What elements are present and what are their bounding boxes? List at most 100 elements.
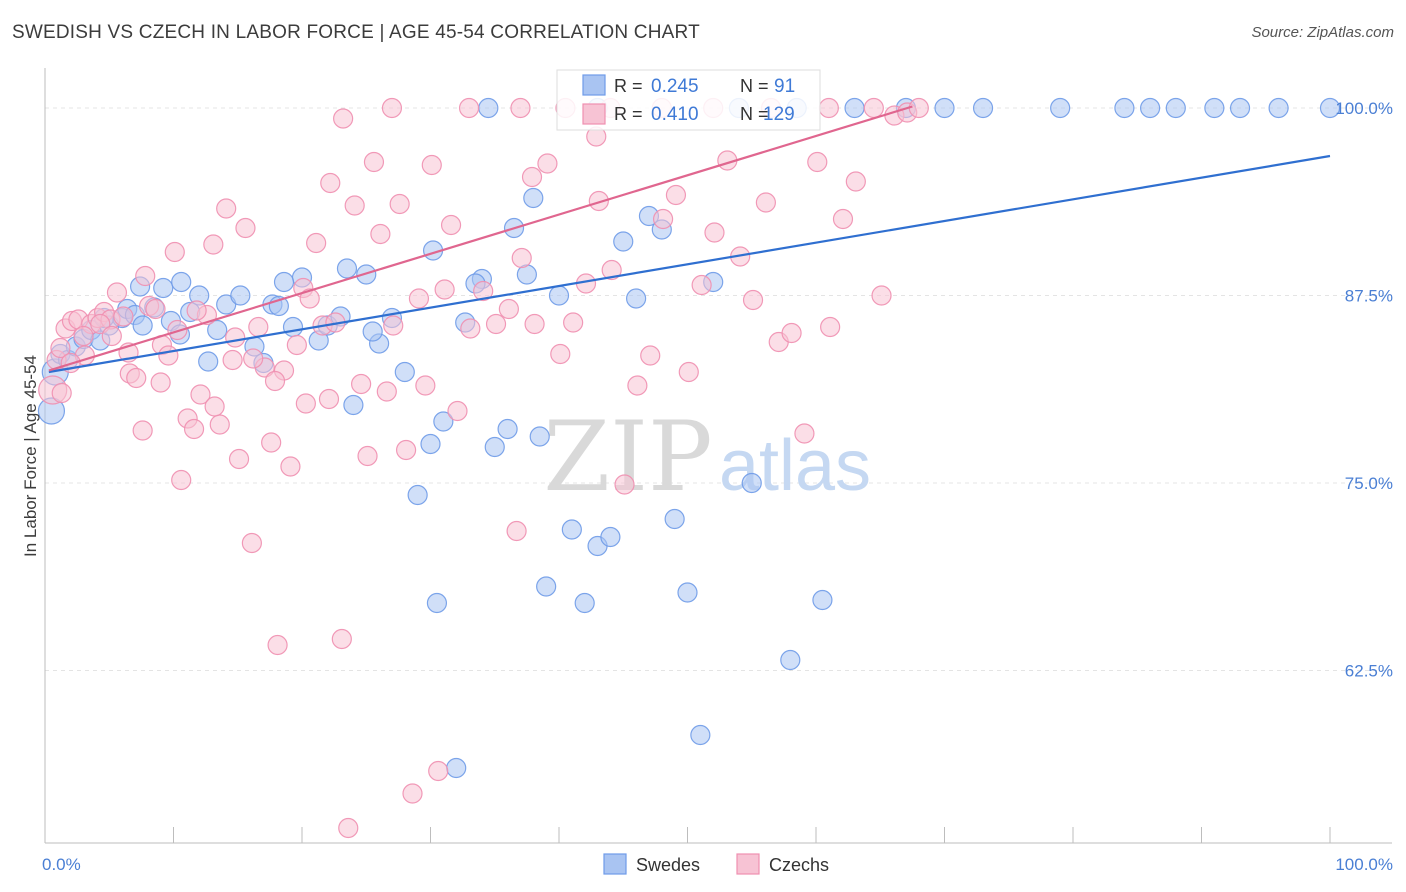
swedes-point [1165,97,1186,119]
czechs-point [351,373,372,395]
czechs-point [145,298,166,320]
czechs-point [320,172,341,194]
swedes-point [690,724,711,746]
czechs-point [832,208,854,230]
swedes-point [613,231,634,252]
czechs-point [158,345,179,366]
czechs-point [428,760,449,782]
swedes-point [523,187,544,209]
czechs-point [510,97,531,119]
czechs-point [51,382,72,404]
czechs-point [248,316,269,338]
x-tick-labels: 0.0% 100.0% [42,855,1393,874]
czechs-point [408,288,430,309]
swedes-point [207,319,228,341]
y-tick-label: 75.0% [1345,474,1393,493]
legend-swedes-label: Swedes [636,855,700,875]
czechs-point [415,375,436,396]
swedes-point [1139,97,1161,119]
swedes-point [1229,97,1251,119]
czechs-point [306,232,327,254]
swedes-point [484,436,505,458]
czechs-point [395,439,417,461]
swedes-point [561,519,582,540]
czechs-point [588,190,609,212]
legend-swedes-swatch [603,853,627,875]
czechs-r-value: 0.410 [651,104,699,125]
swedes-point [812,589,833,611]
czechs-point [421,154,442,176]
swedes-point [972,97,994,119]
czechs-point [106,282,128,303]
swedes-point [198,351,219,372]
czechs-point [640,345,661,366]
swedes-point [844,97,865,119]
czechs-r-label: R = [614,104,643,124]
czechs-point [228,448,250,470]
swedes-r-value: 0.245 [651,76,699,97]
czechs-n-label: N = [740,104,769,124]
swedes-point [153,277,174,299]
czechs-point [652,208,674,230]
czechs-point [338,817,359,839]
czechs-point [204,396,225,417]
czechs-point [485,313,507,335]
swedes-point [625,288,647,309]
swedes-point [1204,97,1225,119]
czechs-point [440,214,462,236]
czechs-point [601,259,622,281]
czechs-point [132,420,153,441]
swedes-point [536,576,557,597]
stats-legend: R = 0.245 N = 91 R = 0.410 N = 129 [556,69,821,131]
swedes-point [426,592,448,614]
czechs-point [167,319,188,341]
czechs-point [241,532,262,554]
czechs-point [447,400,468,422]
czechs-point [171,469,192,491]
czechs-point [511,247,532,269]
swedes-n-label: N = [740,76,769,96]
czechs-point [286,334,307,356]
czechs-point [389,193,410,215]
chart-title: SWEDISH VS CZECH IN LABOR FORCE | AGE 45… [12,22,700,43]
swedes-point [677,582,698,603]
swedes-point [1319,97,1341,119]
trend-lines [48,105,1331,374]
czechs-point [222,349,243,371]
grid-lines [45,107,1392,671]
czechs-point [704,222,725,243]
czechs-point [135,265,156,287]
czechs-point [150,372,171,393]
czechs-point [376,381,397,402]
czechs-point [113,306,134,327]
czechs-point [370,223,391,245]
czechs-point [521,166,543,188]
czechs-point [331,628,352,650]
czechs-point [333,108,354,129]
swedes-point [1050,97,1071,119]
czechs-point [225,327,246,348]
czechs-point [203,234,224,255]
swedes-point [529,426,550,447]
czechs-point [742,289,764,311]
czechs-n-value: 129 [763,104,795,125]
y-tick-label: 100.0% [1335,99,1393,118]
swedes-point [1114,97,1135,119]
czechs-point [216,198,237,219]
swedes-point [362,321,383,342]
czechs-point [235,217,256,239]
swedes-point [336,258,358,279]
swedes-point [574,592,595,614]
legend-czechs-swatch [736,853,760,875]
czechs-point [261,432,282,453]
swedes-point [446,757,467,779]
watermark-atlas: atlas [719,426,871,506]
czechs-point [863,97,884,119]
swedes-point [664,508,685,530]
czechs-point [678,361,699,383]
czechs-point [402,783,423,804]
czechs-point [318,388,340,410]
watermark-zip: ZIP [543,401,712,513]
czechs-point [871,285,892,306]
